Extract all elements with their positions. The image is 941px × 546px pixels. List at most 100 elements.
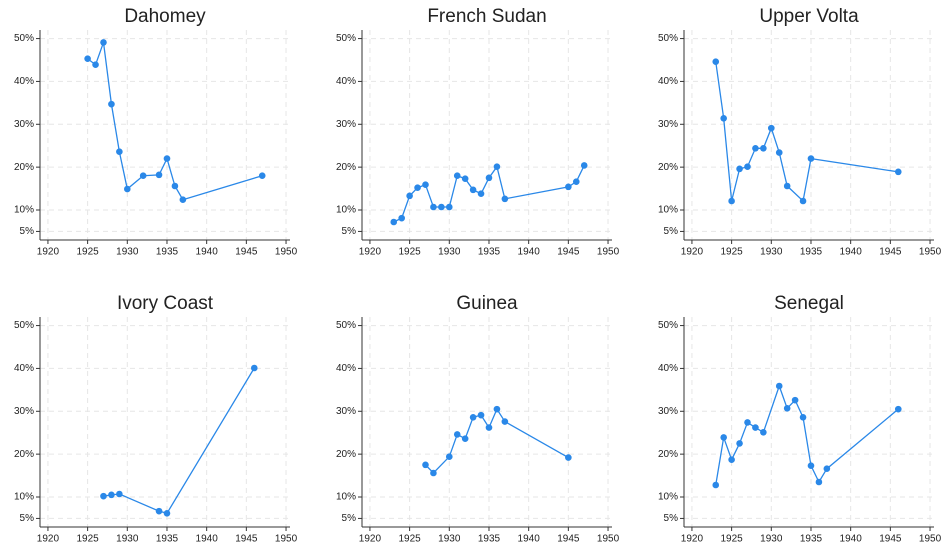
point <box>390 218 398 226</box>
x-tick-label: 1920 <box>359 534 382 545</box>
point <box>823 465 831 473</box>
point <box>139 172 147 180</box>
x-tick-label: 1950 <box>275 534 298 545</box>
x-tick-label: 1940 <box>840 534 863 545</box>
y-tick-label: 5% <box>342 226 357 237</box>
y-tick-label: 5% <box>20 226 35 237</box>
point <box>469 186 477 194</box>
y-tick-label: 20% <box>658 162 678 173</box>
point <box>250 364 258 372</box>
point <box>799 413 807 421</box>
x-tick-label: 1945 <box>557 247 580 258</box>
x-tick-label: 1930 <box>116 534 139 545</box>
y-tick-label: 10% <box>658 205 678 216</box>
panel: Guinea 1920 1925 1930 1935 1940 1945 1950 5% 10% 2… <box>336 293 620 545</box>
x-tick-label: 1930 <box>760 247 783 258</box>
y-tick-label: 5% <box>664 513 679 524</box>
point <box>430 469 437 477</box>
point <box>100 492 107 500</box>
x-tick-label: 1945 <box>235 534 258 545</box>
point <box>258 172 266 180</box>
x-tick-label: 1930 <box>438 534 461 545</box>
point <box>163 155 171 162</box>
y-tick-label: 30% <box>658 406 678 417</box>
x-tick-label: 1935 <box>800 534 823 545</box>
point <box>768 124 775 132</box>
x-tick-label: 1920 <box>681 247 704 258</box>
y-tick-label: 10% <box>14 205 34 216</box>
x-tick-label: 1930 <box>116 247 139 258</box>
y-tick-label: 20% <box>336 449 356 460</box>
y-tick-label: 40% <box>658 76 678 87</box>
point <box>712 481 720 489</box>
x-tick-label: 1945 <box>557 534 580 545</box>
series-line <box>425 407 569 474</box>
x-tick-label: 1925 <box>398 247 421 258</box>
y-tick-label: 50% <box>14 33 34 44</box>
point <box>430 203 437 211</box>
x-tick-label: 1925 <box>720 247 743 258</box>
point <box>477 190 485 198</box>
point <box>580 162 588 169</box>
point <box>501 195 509 203</box>
x-tick-label: 1920 <box>359 247 382 258</box>
y-tick-label: 40% <box>14 76 34 87</box>
y-tick-label: 20% <box>336 162 356 173</box>
point <box>493 405 501 413</box>
point <box>565 454 572 461</box>
point <box>406 192 413 200</box>
x-tick-label: 1925 <box>76 534 99 545</box>
point <box>108 491 115 499</box>
point <box>572 178 580 186</box>
x-tick-label: 1950 <box>597 247 620 258</box>
point <box>775 149 783 156</box>
point <box>446 453 453 461</box>
x-tick-label: 1920 <box>37 534 60 545</box>
point <box>92 61 99 69</box>
y-tick-label: 10% <box>336 205 356 216</box>
y-tick-label: 5% <box>342 513 357 524</box>
point <box>116 148 123 156</box>
y-tick-label: 50% <box>336 33 356 44</box>
point <box>155 507 163 515</box>
point <box>453 431 461 438</box>
point <box>438 203 445 211</box>
y-tick-label: 5% <box>20 513 35 524</box>
y-tick-label: 20% <box>14 449 34 460</box>
y-tick-label: 40% <box>336 76 356 87</box>
y-tick-label: 50% <box>658 320 678 331</box>
x-tick-label: 1925 <box>720 534 743 545</box>
point <box>485 424 493 431</box>
y-tick-label: 40% <box>336 363 356 374</box>
point <box>565 183 572 191</box>
x-tick-label: 1945 <box>879 247 902 258</box>
x-tick-label: 1935 <box>800 247 823 258</box>
x-tick-label: 1935 <box>478 247 501 258</box>
y-tick-label: 30% <box>658 119 678 130</box>
x-tick-label: 1950 <box>597 534 620 545</box>
y-tick-label: 50% <box>14 320 34 331</box>
point <box>807 155 815 162</box>
point <box>783 182 791 190</box>
panel-title: Guinea <box>456 293 518 314</box>
y-tick-label: 20% <box>14 162 34 173</box>
x-tick-label: 1940 <box>518 247 541 258</box>
point <box>422 181 429 189</box>
point <box>493 163 501 171</box>
x-tick-label: 1945 <box>879 534 902 545</box>
point <box>791 396 799 404</box>
series-line <box>715 384 899 486</box>
point <box>744 419 751 426</box>
x-tick-label: 1950 <box>919 534 941 545</box>
point <box>760 428 767 436</box>
panel: Upper Volta 1920 1925 1930 1935 1940 1945 1950 5… <box>658 6 941 258</box>
point <box>116 490 123 498</box>
y-tick-label: 10% <box>658 492 678 503</box>
point <box>744 163 751 171</box>
x-tick-label: 1935 <box>156 534 179 545</box>
point <box>108 100 115 108</box>
point <box>815 478 823 486</box>
x-tick-label: 1940 <box>518 534 541 545</box>
point <box>171 182 179 190</box>
